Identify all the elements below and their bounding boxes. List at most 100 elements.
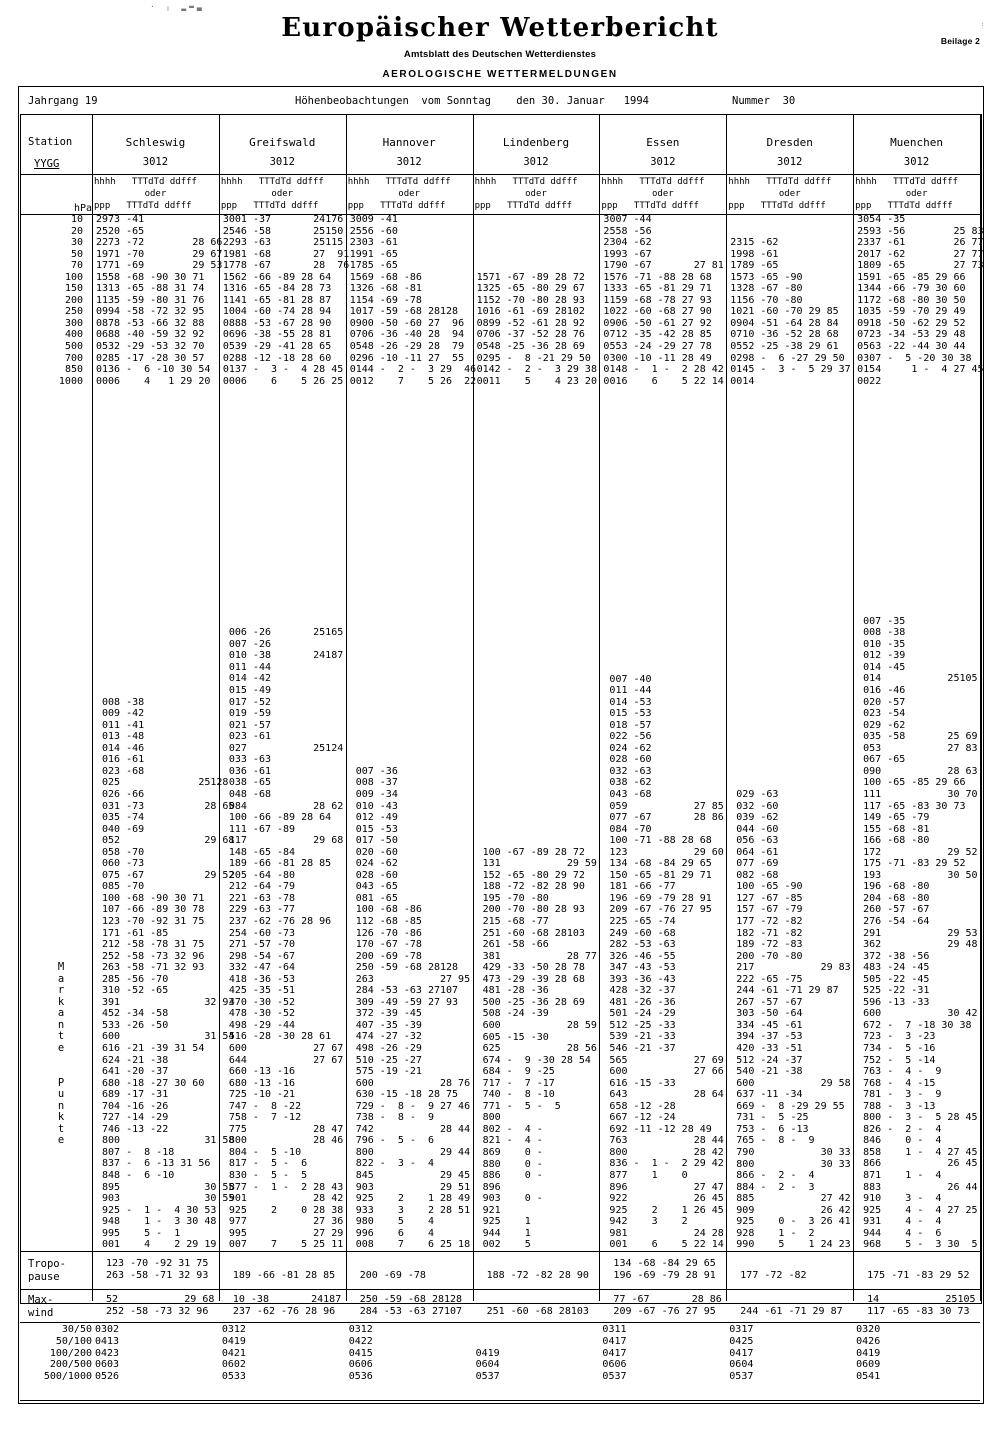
legend-line-3: ppp TTTdTd ddfff <box>347 201 446 211</box>
issue-info-row: Jahrgang 19 Höhenbeobachtungen vom Sonnt… <box>20 88 980 115</box>
column-separator <box>599 114 601 1301</box>
pressure-level: 200 <box>64 294 83 306</box>
station-name: Hannover <box>382 136 436 149</box>
page-title: Europäischer Wetterbericht <box>281 13 719 43</box>
significant-levels-schleswig: 008 -38 009 -42 011 -41 013 -48 014 -46 … <box>102 696 235 1251</box>
maxwind-hannover: 250 -59 -68 28128 284 -53 -63 27107 <box>359 1294 463 1317</box>
station-legend: hhhh TTTdTd ddfff oder ppp TTTdTd ddfff <box>345 174 473 215</box>
significant-levels-lindenberg: 100 -67 -89 28 72 131 29 59 152 -65 -80 … <box>482 846 597 1251</box>
standard-levels-hannover: 3009 -41 2556 -60 2303 -61 1991 -65 1785… <box>349 214 477 387</box>
legend-line-2: oder <box>652 189 674 199</box>
station-header-greifswald: Greifswald 3012 <box>218 114 346 175</box>
station-code-cell: Station YYGG <box>22 114 92 174</box>
pressure-level: 150 <box>64 283 83 295</box>
legend-line-3: ppp TTTdTd ddfff <box>94 201 192 211</box>
maxwind-essen: 77 -67 28 86 209 -67 -76 27 95 <box>613 1294 722 1317</box>
legend-line-1: hhhh TTTdTd ddfff <box>855 177 959 187</box>
station-name: Schleswig <box>125 136 186 149</box>
station-label: Station <box>28 136 73 148</box>
legend-line-1: hhhh TTTdTd ddfff <box>94 177 197 187</box>
legend-line-2: oder <box>271 189 294 199</box>
markante-letter: M <box>57 961 65 973</box>
column-separator <box>218 114 220 1301</box>
significant-levels-essen: 007 -40 011 -44 014 -53 015 -53 018 -57 … <box>609 673 724 1251</box>
station-yygg: 3012 <box>650 156 676 168</box>
legend-line-1: hhhh TTTdTd ddfff <box>601 177 705 187</box>
standard-levels-dresden: 2315 -62 1998 -61 1789 -65 1573 -65 -90 … <box>730 237 851 387</box>
legend-line-3: ppp TTTdTd ddfff <box>601 201 699 211</box>
layers-greifswald: 0312 0419 0421 0602 0533 <box>221 1324 246 1383</box>
legend-rule <box>20 214 980 215</box>
supplement-label: Beilage 2 <box>940 36 980 46</box>
legend-line-2: oder <box>398 189 420 199</box>
layers-rule <box>20 1322 980 1323</box>
tropopause-essen: 134 -68 -84 29 65 196 -69 -79 28 91 <box>613 1258 716 1281</box>
scan-artifact: · ╷ ▂▬▃ <box>150 2 205 11</box>
station-legend: hhhh TTTdTd ddfff oder ppp TTTdTd ddfff <box>472 174 600 215</box>
maxwind-rule <box>20 1289 980 1290</box>
column-separator <box>345 114 347 1301</box>
station-legend: hhhh TTTdTd ddfff oder ppp TTTdTd ddfff <box>853 174 980 215</box>
punkte-letter: k <box>57 1111 65 1124</box>
yygg-label: YYGG <box>34 158 60 170</box>
station-yygg: 3012 <box>777 156 803 168</box>
station-header-essen: Essen 3012 <box>599 114 727 175</box>
maxwind-label: Max- wind <box>28 1294 54 1319</box>
markante-letter: a <box>57 1007 65 1020</box>
markante-letter: t <box>57 1030 65 1043</box>
standard-levels-greifswald: 3001 -37 24176 2546 -58 25150 2293 -63 2… <box>222 214 350 387</box>
station-legend: hhhh TTTdTd ddfff oder ppp TTTdTd ddfff <box>92 174 219 215</box>
column-separator <box>853 114 855 1301</box>
maxwind-lindenberg: 251 -60 -68 28103 <box>486 1305 589 1317</box>
legend-line-1: hhhh TTTdTd ddfff <box>728 177 832 187</box>
nummer-label: Nummer 30 <box>732 95 796 107</box>
standard-levels-muenchen: 3054 -35 2593 -56 25 83 2337 -61 26 77 2… <box>857 214 984 387</box>
tropopause-greifswald: 189 -66 -81 28 85 <box>232 1269 336 1281</box>
layers-dresden: 0317 0425 0417 0604 0537 <box>729 1324 754 1383</box>
station-yygg: 3012 <box>523 156 549 168</box>
tropopause-dresden: 177 -72 -82 <box>740 1269 807 1281</box>
legend-line-1: hhhh TTTdTd ddfff <box>474 177 578 187</box>
station-name: Lindenberg <box>502 136 570 149</box>
markante-letter: n <box>57 1018 65 1031</box>
table-outer-frame <box>18 86 984 1404</box>
header-rule <box>20 174 980 175</box>
pressure-level: 50 <box>70 248 83 260</box>
layers-essen: 0311 0417 0417 0606 0537 <box>602 1324 627 1383</box>
column-separator <box>980 114 981 1301</box>
legend-line-3: ppp TTTdTd ddfff <box>728 201 826 211</box>
column-separator <box>92 114 93 1301</box>
markante-letter: a <box>57 972 65 985</box>
column-separator <box>726 114 728 1301</box>
markante-letter: r <box>57 984 65 997</box>
legend-line-1: hhhh TTTdTd ddfff <box>220 177 324 187</box>
layer-labels: 30/50 50/100 100/200 200/500 500/1000 <box>43 1324 92 1383</box>
markante-letter: e <box>57 1041 65 1054</box>
scan-artifact-right: ⋮ <box>979 22 986 30</box>
maxwind-schleswig: 52 29 68 252 -58 -73 32 96 <box>106 1294 215 1317</box>
significant-levels-muenchen: 007 -35 008 -38 010 -35 012 -39 014 -45 … <box>863 615 978 1251</box>
standard-levels-schleswig: 2973 -41 2520 -65 2273 -72 28 66 1971 -7… <box>96 214 223 387</box>
maxwind-muenchen: 14 25105 117 -65 -83 30 73 <box>867 1294 976 1317</box>
markante-letter: k <box>57 995 65 1008</box>
legend-line-2: oder <box>144 189 167 199</box>
layers-schleswig: 0302 0413 0423 0603 0526 <box>95 1324 120 1383</box>
significant-levels-hannover: 007 -36 008 -37 009 -34 010 -43 012 -49 … <box>355 765 471 1251</box>
station-yygg: 3012 <box>396 156 422 168</box>
station-header-muenchen: Muenchen 3012 <box>853 114 980 175</box>
layers-hannover: 0312 0422 0415 0606 0536 <box>348 1324 373 1383</box>
standard-levels-essen: 3007 -44 2558 -56 2304 -62 1993 -67 1790… <box>603 214 724 387</box>
tropopause-muenchen: 175 -71 -83 29 52 <box>867 1269 970 1281</box>
observation-line: Höhenbeobachtungen vom Sonntag den 30. J… <box>295 95 650 107</box>
station-legend: hhhh TTTdTd ddfff oder ppp TTTdTd ddfff <box>599 174 727 215</box>
legend-line-3: ppp TTTdTd ddfff <box>220 201 319 211</box>
tropopause-hannover: 200 -69 -78 <box>359 1269 426 1281</box>
station-name: Dresden <box>766 136 813 149</box>
punkte-letter: u <box>57 1088 65 1101</box>
report-header: Europäischer Wetterbericht Amtsblatt des… <box>0 14 1000 80</box>
station-yygg: 3012 <box>142 156 169 168</box>
pressure-level: 100 <box>64 271 83 283</box>
significant-levels-greifswald: 006 -26 25165 007 -26 010 -38 24187 011 … <box>228 627 344 1251</box>
pressure-level: 30 <box>70 237 83 249</box>
pressure-level: 70 <box>70 260 83 272</box>
